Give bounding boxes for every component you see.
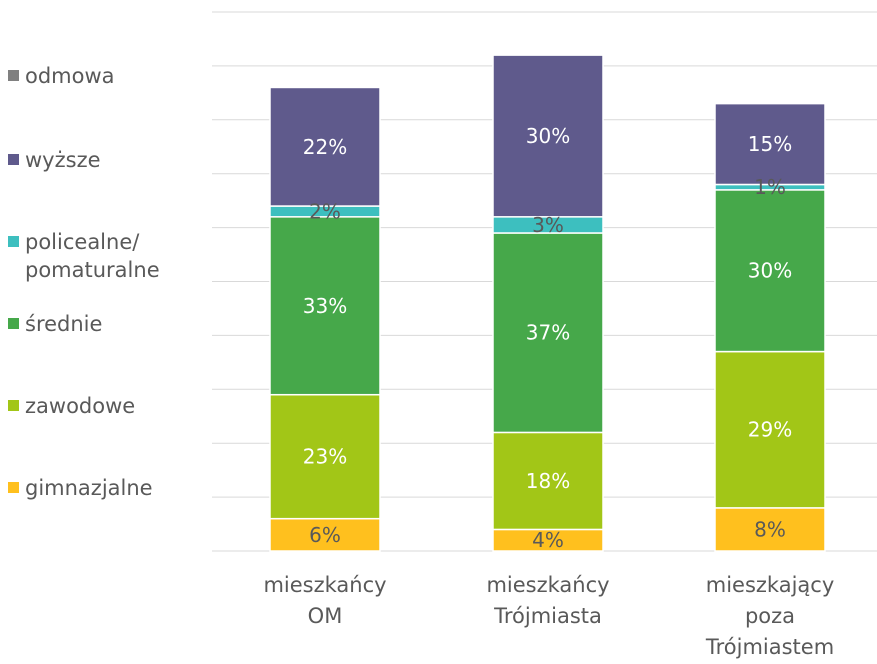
- legend-item: policealne/pomaturalne: [8, 228, 210, 284]
- bar-segment-zawodowe: [714, 350, 826, 509]
- legend-item: odmowa: [8, 62, 210, 90]
- data-label: 8%: [754, 517, 786, 541]
- bars-layer: [269, 54, 826, 552]
- category-labels-layer: mieszkańcy OM mieszkańcy Trójmiasta mieszkaj…: [263, 573, 834, 659]
- data-label: 37%: [526, 321, 570, 345]
- legend-item: gimnazjalne: [8, 474, 210, 502]
- bar-segment-rednie: [714, 189, 826, 353]
- category-label: OM: [308, 604, 343, 628]
- legend-label: gimnazjalne: [25, 476, 153, 500]
- data-label: 6%: [309, 523, 341, 547]
- data-label: 29%: [748, 418, 792, 442]
- legend-item: zawodowe: [8, 392, 210, 420]
- bar-segment-rednie: [492, 232, 604, 434]
- legend-swatch: [8, 482, 19, 493]
- data-label: 1%: [754, 175, 786, 199]
- legend-swatch: [8, 154, 19, 165]
- data-label: 15%: [748, 132, 792, 156]
- data-label: 22%: [303, 135, 347, 159]
- category-label: mieszkający: [706, 573, 835, 597]
- legend-swatch: [8, 400, 19, 411]
- data-label: 3%: [532, 213, 564, 237]
- legend-label: policealne/pomaturalne: [25, 230, 160, 282]
- bar-segment-wysze: [492, 54, 604, 218]
- category-label: poza: [745, 604, 795, 628]
- legend-label: zawodowe: [25, 394, 136, 418]
- category-label: mieszkańcy: [263, 573, 386, 597]
- bar-segment-wysze: [269, 86, 381, 207]
- bar-segment-wysze: [714, 102, 826, 186]
- legend-item: średnie: [8, 310, 210, 338]
- data-label: 30%: [526, 124, 570, 148]
- legend-label: odmowa: [25, 64, 115, 88]
- data-label: 23%: [303, 445, 347, 469]
- data-label: 4%: [532, 528, 564, 552]
- data-label: 2%: [309, 199, 341, 223]
- bar-segment-zawodowe: [269, 393, 381, 520]
- category-label: Trójmiastem: [705, 635, 834, 659]
- data-label: 30%: [748, 259, 792, 283]
- category-label: mieszkańcy: [486, 573, 609, 597]
- data-label: 18%: [526, 469, 570, 493]
- legend-label: wyższe: [25, 148, 101, 172]
- legend-swatch: [8, 70, 19, 81]
- bar-segment-rednie: [269, 216, 381, 396]
- legend-swatch: [8, 318, 19, 329]
- bar-segment-zawodowe: [492, 431, 604, 531]
- bar-segment-gimnazjalne: [714, 507, 826, 552]
- legend-item: wyższe: [8, 146, 210, 174]
- category-label: Trójmiasta: [493, 604, 602, 628]
- legend-label: średnie: [25, 312, 103, 336]
- data-label: 33%: [303, 294, 347, 318]
- bar-segment-gimnazjalne: [269, 517, 381, 552]
- data-labels-layer: 6% 23% 33% 2% 22% 4% 18% 37% 3% 30% 8% 29% 30% 1% 15%: [303, 124, 792, 552]
- legend-swatch: [8, 236, 19, 247]
